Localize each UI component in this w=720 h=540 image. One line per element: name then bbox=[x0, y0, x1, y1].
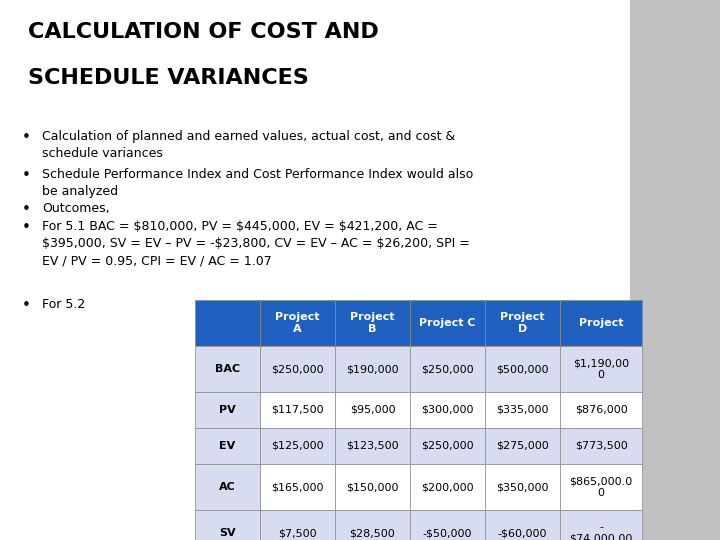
Bar bbox=[630, 0, 720, 540]
Text: $500,000: $500,000 bbox=[496, 364, 549, 374]
Bar bbox=[195, 464, 260, 510]
Text: Project
B: Project B bbox=[350, 312, 395, 334]
Text: $275,000: $275,000 bbox=[496, 441, 549, 451]
Text: $300,000: $300,000 bbox=[421, 405, 474, 415]
Text: BAC: BAC bbox=[215, 364, 240, 374]
Text: Project
D: Project D bbox=[500, 312, 545, 334]
Text: •: • bbox=[22, 168, 31, 183]
Text: $865,000.0
0: $865,000.0 0 bbox=[570, 476, 633, 498]
Bar bbox=[335, 428, 410, 464]
Text: $250,000: $250,000 bbox=[421, 364, 474, 374]
Text: $1,190,00
0: $1,190,00 0 bbox=[573, 358, 629, 380]
Bar bbox=[335, 300, 410, 346]
Bar bbox=[485, 300, 560, 346]
Text: Schedule Performance Index and Cost Performance Index would also
be analyzed: Schedule Performance Index and Cost Perf… bbox=[42, 168, 473, 198]
Bar bbox=[195, 510, 260, 540]
Bar bbox=[560, 392, 642, 428]
Bar bbox=[560, 510, 642, 540]
Text: $123,500: $123,500 bbox=[346, 441, 399, 451]
Bar bbox=[485, 392, 560, 428]
Bar bbox=[335, 464, 410, 510]
Text: $125,000: $125,000 bbox=[271, 441, 324, 451]
Text: -
$74,000.00: - $74,000.00 bbox=[570, 522, 633, 540]
Text: Project: Project bbox=[579, 318, 624, 328]
Text: Calculation of planned and earned values, actual cost, and cost &
schedule varia: Calculation of planned and earned values… bbox=[42, 130, 455, 160]
Text: $95,000: $95,000 bbox=[350, 405, 395, 415]
Text: $876,000: $876,000 bbox=[575, 405, 627, 415]
Text: •: • bbox=[22, 220, 31, 235]
Bar bbox=[560, 346, 642, 392]
Bar bbox=[410, 428, 485, 464]
Text: •: • bbox=[22, 298, 31, 313]
Bar bbox=[560, 464, 642, 510]
Text: $190,000: $190,000 bbox=[346, 364, 399, 374]
Text: For 5.1 BAC = $810,000, PV = $445,000, EV = $421,200, AC =
$395,000, SV = EV – P: For 5.1 BAC = $810,000, PV = $445,000, E… bbox=[42, 220, 470, 267]
Text: AC: AC bbox=[219, 482, 236, 492]
Bar bbox=[410, 300, 485, 346]
Bar bbox=[260, 428, 335, 464]
Bar bbox=[560, 428, 642, 464]
Text: For 5.2: For 5.2 bbox=[42, 298, 85, 311]
Bar bbox=[485, 346, 560, 392]
Bar bbox=[195, 428, 260, 464]
Bar bbox=[260, 300, 335, 346]
Text: $150,000: $150,000 bbox=[346, 482, 399, 492]
Text: $250,000: $250,000 bbox=[271, 364, 324, 374]
Text: $350,000: $350,000 bbox=[496, 482, 549, 492]
Text: -$50,000: -$50,000 bbox=[423, 528, 472, 538]
Bar bbox=[335, 392, 410, 428]
Text: SV: SV bbox=[219, 528, 236, 538]
Text: $117,500: $117,500 bbox=[271, 405, 324, 415]
Text: $773,500: $773,500 bbox=[575, 441, 627, 451]
Text: $165,000: $165,000 bbox=[271, 482, 324, 492]
Bar bbox=[260, 464, 335, 510]
Bar bbox=[335, 510, 410, 540]
Text: $200,000: $200,000 bbox=[421, 482, 474, 492]
Text: $7,500: $7,500 bbox=[278, 528, 317, 538]
Bar bbox=[260, 392, 335, 428]
Bar bbox=[410, 464, 485, 510]
Bar bbox=[195, 300, 260, 346]
Bar bbox=[260, 346, 335, 392]
Text: Project C: Project C bbox=[419, 318, 476, 328]
Text: EV: EV bbox=[220, 441, 235, 451]
Text: $250,000: $250,000 bbox=[421, 441, 474, 451]
Text: •: • bbox=[22, 130, 31, 145]
Text: SCHEDULE VARIANCES: SCHEDULE VARIANCES bbox=[28, 68, 309, 88]
Text: Outcomes,: Outcomes, bbox=[42, 202, 109, 215]
Bar bbox=[560, 300, 642, 346]
Bar bbox=[410, 346, 485, 392]
Bar bbox=[410, 392, 485, 428]
Text: Project
A: Project A bbox=[275, 312, 320, 334]
Bar bbox=[485, 464, 560, 510]
Text: CALCULATION OF COST AND: CALCULATION OF COST AND bbox=[28, 22, 379, 42]
Bar bbox=[195, 346, 260, 392]
Text: $28,500: $28,500 bbox=[350, 528, 395, 538]
Text: $335,000: $335,000 bbox=[496, 405, 549, 415]
Bar bbox=[485, 510, 560, 540]
Text: •: • bbox=[22, 202, 31, 217]
Bar bbox=[195, 392, 260, 428]
Text: PV: PV bbox=[219, 405, 236, 415]
Bar bbox=[485, 428, 560, 464]
Bar bbox=[410, 510, 485, 540]
Text: -$60,000: -$60,000 bbox=[498, 528, 547, 538]
Bar bbox=[260, 510, 335, 540]
Bar bbox=[335, 346, 410, 392]
